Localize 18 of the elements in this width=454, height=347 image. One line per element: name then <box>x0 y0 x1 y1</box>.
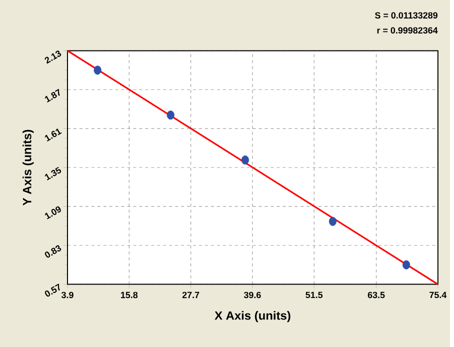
y-tick-label: 1.87 <box>44 88 60 103</box>
x-tick-label: 51.5 <box>306 292 323 298</box>
x-tick-label: 39.6 <box>244 292 261 298</box>
x-tick-label: 27.7 <box>182 292 200 298</box>
x-tick-label: 3.9 <box>61 292 74 298</box>
y-tick-label: 1.35 <box>44 166 62 180</box>
x-tick-label: 63.5 <box>368 292 385 298</box>
x-axis-title: X Axis (units) <box>214 311 290 322</box>
y-tick-label: 0.57 <box>44 284 60 297</box>
text: S = 0.01133289 <box>375 12 438 19</box>
text: r = 0.99982364 <box>377 27 438 34</box>
x-tick-label: 75.4 <box>430 292 447 298</box>
x-tick-label: 15.8 <box>120 292 138 298</box>
y-tick-label: 0.83 <box>44 245 62 258</box>
y-axis-title: Y Axis (units) <box>22 130 34 206</box>
y-tick-label: 1.09 <box>44 206 61 220</box>
y-tick-label: 1.61 <box>44 128 62 142</box>
y-tick-label: 2.13 <box>44 50 62 64</box>
